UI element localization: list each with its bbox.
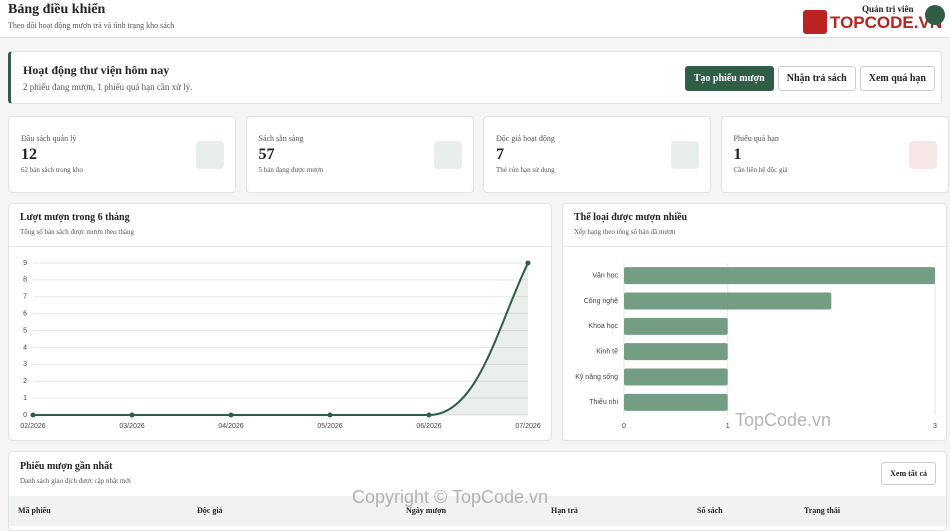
divider — [9, 246, 551, 247]
bar — [624, 317, 728, 335]
column-header: Mã phiếu — [18, 506, 51, 515]
bar — [624, 368, 728, 386]
x-tick-label: 3 — [933, 423, 937, 430]
area — [33, 263, 528, 415]
column-header: Trạng thái — [804, 506, 841, 515]
bar — [624, 292, 832, 310]
y-tick-label: 6 — [23, 311, 27, 318]
x-tick-label: 03/2026 — [119, 423, 144, 430]
banner-actions: Tạo phiếu mượn Nhận trả sách Xem quá hạn — [681, 66, 935, 91]
chart-title: Lượt mượn trong 6 tháng — [20, 212, 130, 223]
page-title: Bảng điều khiển — [8, 2, 106, 17]
button[interactable]: Xem quá hạn — [859, 66, 935, 91]
button[interactable]: Tạo phiếu mượn — [684, 66, 774, 91]
y-tick-label: Kinh tế — [596, 347, 618, 356]
chart-panel: Thể loại được mượn nhiều Xếp hạng theo t… — [562, 203, 947, 441]
bar — [624, 343, 728, 361]
y-tick-label: 8 — [23, 277, 27, 284]
stat-card: Đầu sách quản lý 12 62 bản sách trong kho — [8, 116, 236, 193]
stat-card: Độc giả hoạt động 7 Thẻ còn hạn sử dụng — [483, 116, 711, 193]
bar — [624, 393, 728, 411]
stat-icon — [671, 141, 699, 169]
stat-value: 1 — [733, 146, 742, 163]
point — [327, 412, 333, 418]
table-subtitle: Danh sách giao dịch được cập nhật mới — [20, 477, 131, 485]
stat-icon — [433, 141, 462, 169]
line — [32, 262, 529, 416]
chart: 0 1 2 3 4 5 6 7 8 9 02/2026 03/2026 04/2026 05/2026 06… — [20, 260, 540, 430]
table-panel: Phiếu mượn gần nhất Danh sách giao dịch … — [8, 451, 947, 531]
x-tick-label: 05/2026 — [317, 423, 342, 430]
header: Bảng điều khiển Theo dõi hoạt động mượn … — [0, 0, 950, 38]
x-tick-label: 02/2026 — [20, 423, 45, 430]
watermark: TopCode.vn — [735, 410, 832, 430]
y-tick-label: 7 — [23, 294, 27, 301]
column-header: Số sách — [697, 506, 723, 515]
y-tick-label: 5 — [23, 327, 27, 334]
chart-subtitle: Tổng số bản sách được mượn theo tháng — [20, 228, 134, 236]
x-tick-label: 0 — [622, 423, 626, 430]
x-tick-label: 07/2026 — [515, 423, 540, 430]
stat-label: Độc giả hoạt động — [496, 134, 555, 143]
stat-value: 7 — [496, 146, 504, 163]
stat-card: Phiếu quá hạn 1 Cần liên hệ độc giả — [720, 116, 949, 193]
point — [129, 412, 135, 418]
column-header: Độc giả — [197, 506, 223, 515]
y-tick-label: Thiếu nhi — [589, 397, 618, 406]
stat-note: Thẻ còn hạn sử dụng — [496, 166, 555, 174]
y-tick-label: Văn học — [592, 273, 618, 280]
stat-value: 57 — [258, 146, 275, 163]
x-tick-label: 04/2026 — [218, 423, 243, 430]
avatar[interactable] — [925, 5, 945, 25]
point — [426, 412, 432, 418]
table-title: Phiếu mượn gần nhất — [20, 461, 113, 472]
y-tick-label: Khoa học — [588, 323, 618, 330]
page-subtitle: Theo dõi hoạt động mượn trả và tình trạn… — [8, 21, 175, 30]
point — [30, 412, 36, 418]
x-tick-label: 1 — [726, 423, 730, 430]
stat-label: Đầu sách quản lý — [21, 134, 77, 143]
stat-label: Phiếu quá hạn — [733, 134, 779, 143]
y-tick-label: 2 — [23, 378, 27, 385]
stat-card: Sách sẵn sàng 57 5 bản đang được mượn — [245, 116, 474, 193]
stat-note: Cần liên hệ độc giả — [733, 166, 788, 174]
chart: 0 1 3 Văn học Công nghệ Khoa học Kinh tế Kỹ năn… — [575, 263, 937, 430]
y-tick-label: 1 — [23, 395, 27, 402]
divider — [563, 246, 946, 247]
stat-note: 5 bản đang được mượn — [258, 166, 324, 174]
point — [228, 412, 234, 418]
stat-label: Sách sẵn sàng — [258, 134, 304, 143]
y-tick-label: 4 — [23, 344, 27, 351]
y-tick-label: Công nghệ — [584, 298, 618, 305]
table-header: Mã phiếu Độc giả Ngày mượn Hạn trả Số sách Tr… — [9, 496, 946, 526]
chart-title: Thể loại được mượn nhiều — [574, 212, 688, 223]
stat-note: 62 bản sách trong kho — [21, 166, 83, 174]
column-header: Ngày mượn — [406, 506, 447, 515]
banner: Hoạt động thư viện hôm nay 2 phiếu đang … — [8, 51, 942, 104]
banner-text: 2 phiếu đang mượn, 1 phiếu quá hạn cần x… — [23, 82, 193, 92]
user-name[interactable]: Quản trị viên — [862, 4, 914, 14]
chart-subtitle: Xếp hạng theo tổng số bản đã mượn — [574, 228, 676, 236]
button[interactable]: Nhận trả sách — [777, 66, 856, 91]
y-tick-label: 3 — [23, 361, 27, 368]
bar — [624, 267, 935, 285]
x-tick-label: 06/2026 — [416, 423, 441, 430]
y-tick-label: 0 — [23, 412, 27, 419]
logo-icon — [803, 10, 827, 34]
y-tick-label: 9 — [23, 260, 27, 267]
chart-panel: Lượt mượn trong 6 tháng Tổng số bản sách… — [8, 203, 552, 441]
logo: TOPCODE.VN — [830, 13, 943, 32]
watermark: Copyright © TopCode.vn — [352, 487, 549, 507]
stat-icon — [908, 141, 937, 169]
banner-title: Hoạt động thư viện hôm nay — [23, 63, 170, 77]
stat-icon — [196, 141, 224, 169]
stat-value: 12 — [21, 146, 37, 163]
column-header: Hạn trả — [551, 506, 578, 515]
button[interactable]: Xem tất cả — [881, 462, 936, 485]
point — [525, 260, 531, 266]
y-tick-label: Kỹ năng sống — [575, 372, 618, 381]
